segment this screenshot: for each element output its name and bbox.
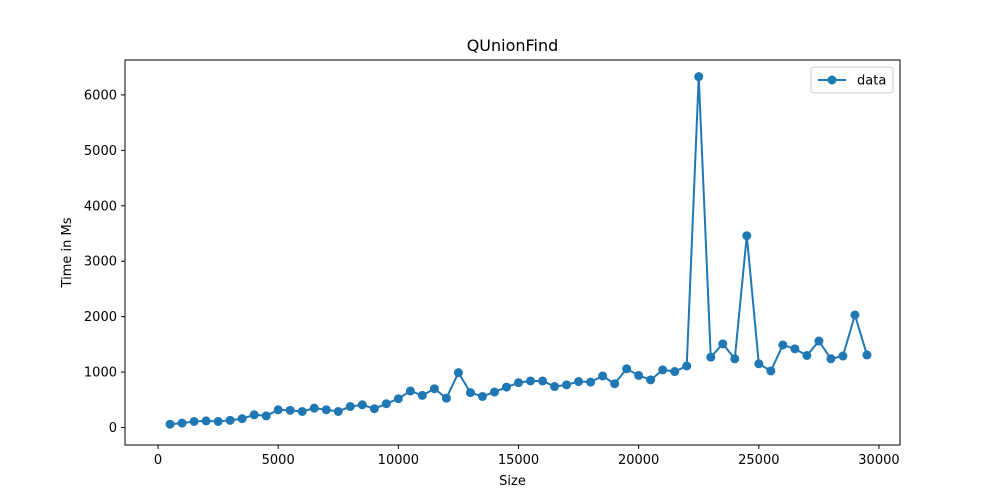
data-point — [526, 376, 536, 386]
data-point — [489, 387, 499, 397]
legend-marker — [827, 75, 837, 85]
data-point — [754, 359, 764, 369]
data-point — [766, 366, 776, 376]
data-point — [477, 391, 487, 401]
plot-background — [125, 60, 900, 445]
y-tick-label: 5000 — [84, 144, 117, 159]
y-axis: 0 1000 2000 3000 4000 5000 6000 — [84, 88, 125, 436]
data-point — [838, 351, 848, 361]
y-tick-label: 1000 — [84, 366, 117, 381]
y-tick-label: 0 — [109, 421, 117, 436]
data-point — [357, 400, 367, 410]
data-point — [297, 406, 307, 416]
data-point — [465, 388, 475, 398]
data-point — [778, 340, 788, 350]
x-tick-label: 0 — [154, 453, 162, 468]
data-point — [658, 365, 668, 375]
x-axis: 0 5000 10000 15000 20000 25000 30000 — [154, 445, 900, 468]
data-point — [369, 404, 379, 414]
data-point — [562, 380, 572, 390]
legend: data — [810, 66, 894, 94]
y-tick-label: 2000 — [84, 310, 117, 325]
y-tick-label: 4000 — [84, 199, 117, 214]
data-point — [622, 364, 632, 374]
data-point — [261, 411, 271, 421]
data-point — [225, 415, 235, 425]
data-point — [405, 386, 415, 396]
x-tick-label: 20000 — [618, 453, 659, 468]
x-tick-label: 15000 — [498, 453, 539, 468]
data-point — [309, 403, 319, 413]
data-point — [682, 361, 692, 371]
data-point — [646, 375, 656, 385]
data-point — [165, 419, 175, 429]
data-point — [213, 416, 223, 426]
data-point — [501, 382, 511, 392]
plot-frame — [124, 59, 901, 446]
data-point — [285, 405, 295, 415]
data-point — [814, 336, 824, 346]
data-point — [850, 310, 860, 320]
data-point — [429, 384, 439, 394]
x-tick-label: 5000 — [262, 453, 295, 468]
y-tick-label: 6000 — [84, 88, 117, 103]
data-point — [333, 406, 343, 416]
data-point — [730, 354, 740, 364]
legend-box — [810, 66, 894, 94]
data-point — [694, 72, 704, 82]
x-tick-label: 30000 — [858, 453, 899, 468]
data-point — [381, 399, 391, 409]
data-point — [610, 379, 620, 389]
data-point — [742, 231, 752, 241]
x-tick-label: 25000 — [738, 453, 779, 468]
data-point — [273, 405, 283, 415]
y-axis-label: Time in Ms — [60, 217, 75, 288]
data-point — [189, 416, 199, 426]
data-point — [393, 394, 403, 404]
data-point — [670, 367, 680, 377]
data-point — [826, 354, 836, 364]
data-point — [802, 350, 812, 360]
legend-label: data — [857, 74, 886, 89]
data-point — [237, 414, 247, 424]
data-point — [718, 339, 728, 349]
data-point — [177, 418, 187, 428]
data-point — [598, 371, 608, 381]
data-point — [441, 393, 451, 403]
chart-title: QUnionFind — [467, 36, 559, 55]
data-point — [249, 410, 259, 420]
data-point — [538, 376, 548, 386]
data-point — [321, 405, 331, 415]
data-point — [634, 370, 644, 380]
series-layer — [165, 72, 872, 429]
data-point — [453, 368, 463, 378]
x-axis-label: Size — [499, 474, 526, 489]
x-tick-label: 10000 — [378, 453, 419, 468]
data-point — [345, 401, 355, 411]
data-point — [417, 390, 427, 400]
data-point — [862, 350, 872, 360]
y-tick-label: 3000 — [84, 255, 117, 270]
data-point — [514, 378, 524, 388]
data-point — [586, 377, 596, 387]
data-point — [550, 382, 560, 392]
data-point — [706, 352, 716, 362]
data-point — [201, 416, 211, 426]
data-point — [574, 377, 584, 387]
data-point — [790, 344, 800, 354]
